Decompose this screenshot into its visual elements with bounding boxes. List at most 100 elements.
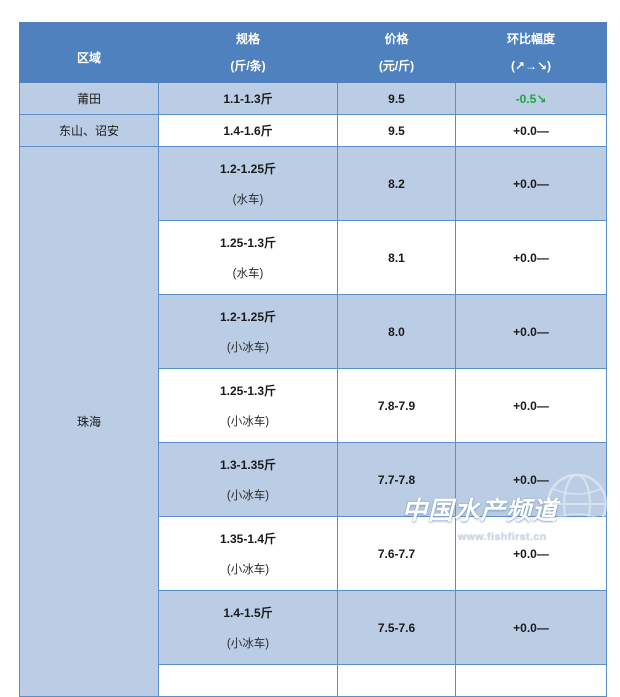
price-value: 7.5-7.6 bbox=[377, 620, 416, 635]
spec-main: 1.2-1.25斤 bbox=[219, 162, 277, 176]
region-label: 莆田 bbox=[76, 92, 101, 106]
column-header-price: 价格 (元/斤) bbox=[337, 22, 456, 83]
spec-sub: (水车) bbox=[232, 194, 264, 206]
spec-sub: (小冰车) bbox=[226, 342, 270, 354]
column-header-spec: 规格 (斤/条) bbox=[158, 22, 338, 83]
table-body: 莆田 1.1-1.3斤 9.5 -0.5↘ 东山、诏安 1.4-1.6斤 9.5 +0.0— 珠… bbox=[19, 82, 607, 697]
column-header-price-unit: (元/斤) bbox=[378, 58, 415, 73]
change-cell: +0.0— bbox=[455, 368, 607, 443]
spec-sub: (小冰车) bbox=[226, 638, 270, 650]
header-row: 区域 规格 (斤/条) 价格 (元/斤) bbox=[19, 22, 607, 83]
change-cell: +0.0— bbox=[455, 442, 607, 517]
spec-cell: 1.4-1.6斤 bbox=[158, 114, 338, 147]
change-value: +0.0 bbox=[513, 398, 537, 413]
change-value: +0.0 bbox=[513, 176, 537, 191]
spec-main: 1.3-1.35斤 bbox=[219, 458, 277, 472]
spec-main: 1.2-1.25斤 bbox=[219, 310, 277, 324]
spec-cell: 1.1-1.3斤 bbox=[158, 82, 338, 115]
column-header-price-title: 价格 bbox=[384, 31, 409, 46]
price-cell: 8.1 bbox=[337, 220, 456, 295]
spec-main: 1.35-1.4斤 bbox=[219, 532, 277, 546]
column-header-change: 环比幅度 (↗→↘) bbox=[455, 22, 607, 83]
change-cell: +0.0— bbox=[455, 590, 607, 665]
spec-cell: 1.2-1.25斤 (小冰车) bbox=[158, 294, 338, 369]
spec-cell bbox=[158, 664, 338, 697]
table-row: 东山、诏安 1.4-1.6斤 9.5 +0.0— bbox=[19, 114, 607, 147]
region-label: 东山、诏安 bbox=[58, 124, 119, 138]
price-value: 9.5 bbox=[388, 91, 405, 106]
table-row: 1.25-1.3斤 (水车) 8.1 +0.0— bbox=[20, 220, 607, 295]
arrow-flat-icon: — bbox=[536, 250, 549, 265]
spec-cell: 1.2-1.25斤 (水车) bbox=[158, 146, 338, 221]
fish-price-table: 区域 规格 (斤/条) 价格 (元/斤) bbox=[19, 22, 607, 697]
spec-cell: 1.4-1.5斤 (小冰车) bbox=[158, 590, 338, 665]
change-cell: -0.5↘ bbox=[455, 82, 607, 115]
change-cell: +0.0— bbox=[455, 114, 607, 147]
price-value: 7.6-7.7 bbox=[377, 546, 416, 561]
spec-sub: (小冰车) bbox=[226, 416, 270, 428]
arrow-down-icon: ↘ bbox=[536, 91, 547, 106]
column-header-spec-unit: (斤/条) bbox=[230, 58, 266, 73]
arrow-flat-icon: — bbox=[536, 620, 549, 635]
change-cell: +0.0— bbox=[455, 516, 607, 591]
change-cell: +0.0— bbox=[455, 220, 607, 295]
table-header: 区域 规格 (斤/条) 价格 (元/斤) bbox=[19, 22, 607, 83]
arrow-flat-icon: — bbox=[536, 472, 549, 487]
table-row: 珠海 1.2-1.25斤 (水车) 8.2 +0.0— bbox=[19, 146, 607, 697]
price-value: 8.1 bbox=[388, 250, 405, 265]
change-value: +0.0 bbox=[513, 472, 537, 487]
spec-main: 1.1-1.3斤 bbox=[223, 92, 273, 106]
change-value: +0.0 bbox=[513, 250, 537, 265]
price-cell: 9.5 bbox=[337, 82, 456, 115]
arrow-flat-icon: — bbox=[536, 398, 549, 413]
change-value: +0.0 bbox=[513, 324, 537, 339]
arrow-flat-icon: — bbox=[536, 123, 549, 138]
price-table-container: 区域 规格 (斤/条) 价格 (元/斤) bbox=[19, 22, 607, 697]
arrow-flat-icon: — bbox=[536, 324, 549, 339]
spec-main: 1.4-1.5斤 bbox=[223, 606, 273, 620]
region-cell: 东山、诏安 bbox=[19, 114, 159, 147]
price-cell: 9.5 bbox=[337, 114, 456, 147]
spec-sub: (小冰车) bbox=[226, 564, 270, 576]
change-cell: +0.0— bbox=[455, 146, 607, 221]
table-row: 1.25-1.3斤 (小冰车) 7.8-7.9 +0.0— bbox=[20, 368, 607, 443]
spec-main: 1.25-1.3斤 bbox=[219, 236, 277, 250]
column-header-region: 区域 bbox=[19, 22, 159, 83]
column-header-change-unit: (↗→↘) bbox=[510, 58, 552, 73]
change-cell: +0.0— bbox=[455, 294, 607, 369]
spec-cell: 1.3-1.35斤 (小冰车) bbox=[158, 442, 338, 517]
change-cell bbox=[455, 664, 607, 697]
table-row: 莆田 1.1-1.3斤 9.5 -0.5↘ bbox=[19, 82, 607, 115]
column-header-spec-title: 规格 bbox=[235, 31, 260, 46]
region-label: 珠海 bbox=[76, 415, 101, 429]
column-header-region-title: 区域 bbox=[76, 51, 101, 66]
price-value: 7.7-7.8 bbox=[377, 472, 416, 487]
price-value: 7.8-7.9 bbox=[377, 398, 416, 413]
price-cell: 8.0 bbox=[337, 294, 456, 369]
price-cell: 7.6-7.7 bbox=[337, 516, 456, 591]
price-cell: 7.7-7.8 bbox=[337, 442, 456, 517]
price-value: 8.2 bbox=[388, 176, 405, 191]
table-row: 1.2-1.25斤 (小冰车) 8.0 +0.0— bbox=[20, 294, 607, 369]
spec-sub: (小冰车) bbox=[226, 490, 270, 502]
arrow-flat-icon: — bbox=[536, 176, 549, 191]
spec-cell: 1.25-1.3斤 (小冰车) bbox=[158, 368, 338, 443]
price-cell: 7.5-7.6 bbox=[337, 590, 456, 665]
region-cell: 珠海 bbox=[19, 146, 159, 697]
price-cell bbox=[337, 664, 456, 697]
spec-sub: (水车) bbox=[232, 268, 264, 280]
change-value: -0.5 bbox=[515, 91, 537, 106]
change-value: +0.0 bbox=[513, 123, 537, 138]
spec-cell: 1.35-1.4斤 (小冰车) bbox=[158, 516, 338, 591]
spec-main: 1.25-1.3斤 bbox=[219, 384, 277, 398]
spec-cell: 1.25-1.3斤 (水车) bbox=[158, 220, 338, 295]
column-header-change-title: 环比幅度 bbox=[506, 31, 555, 46]
change-value: +0.0 bbox=[513, 546, 537, 561]
price-cell: 7.8-7.9 bbox=[337, 368, 456, 443]
arrow-flat-icon: — bbox=[536, 546, 549, 561]
region-cell: 莆田 bbox=[19, 82, 159, 115]
price-cell: 8.2 bbox=[337, 146, 456, 221]
change-value: +0.0 bbox=[513, 620, 537, 635]
price-value: 9.5 bbox=[388, 123, 405, 138]
price-value: 8.0 bbox=[388, 324, 405, 339]
